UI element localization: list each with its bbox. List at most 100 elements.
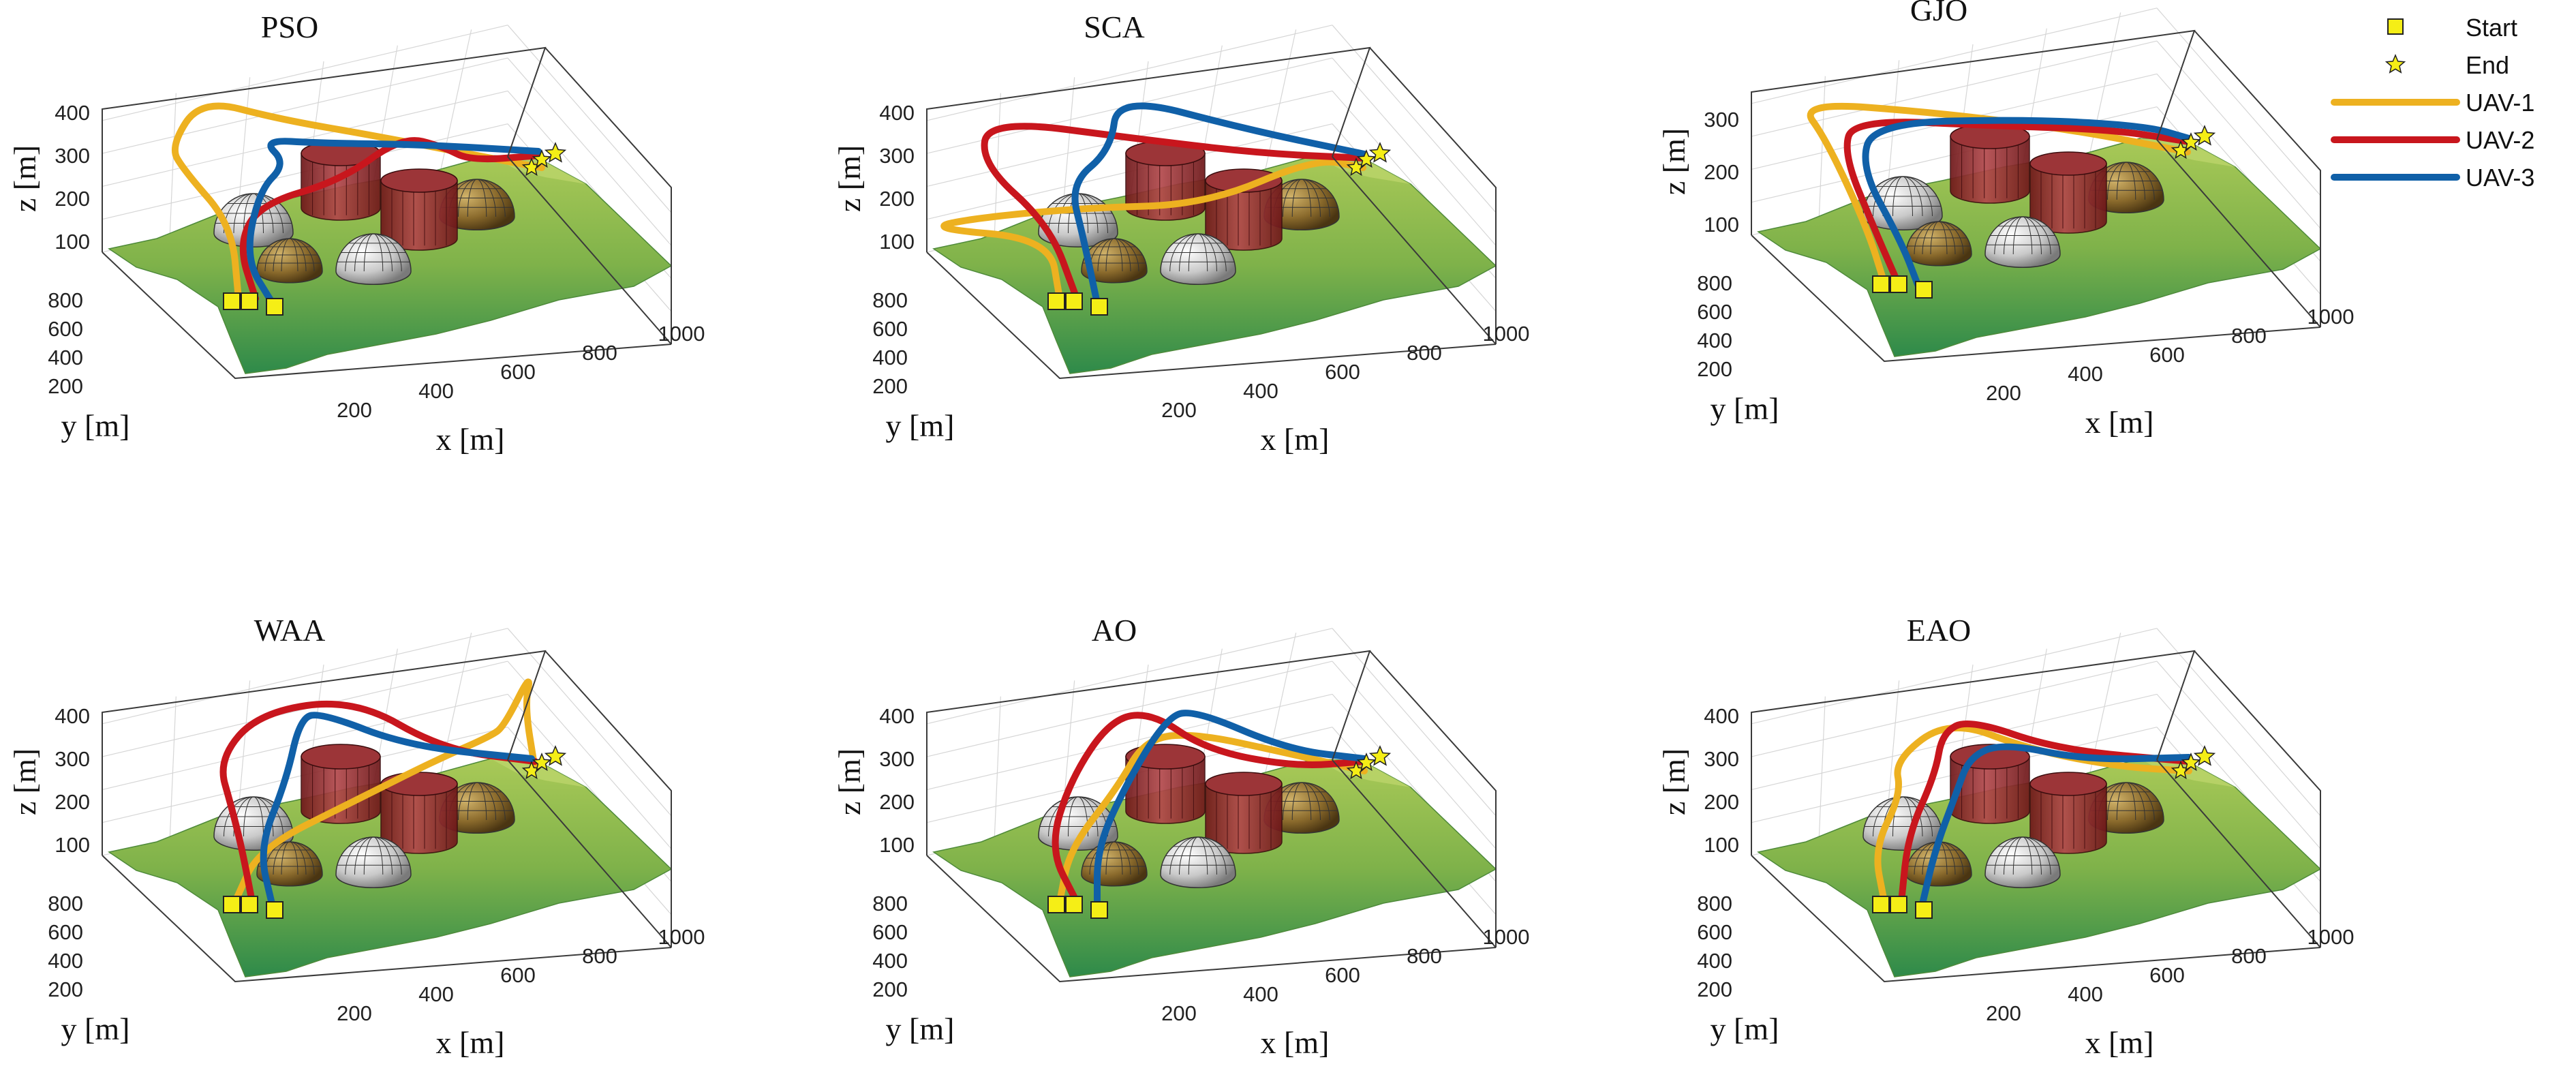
uav-2-path xyxy=(1052,712,1368,905)
legend-entry-end: End xyxy=(2385,51,2509,79)
terrain-peak xyxy=(491,759,586,787)
cylinder-obstacle xyxy=(1205,772,1283,854)
y-tick-label: 800 xyxy=(48,892,83,915)
sphere-obstacle xyxy=(1862,176,1943,231)
end-marker xyxy=(532,753,552,772)
x-tick-label: 600 xyxy=(1325,963,1360,987)
x-tick-label: 400 xyxy=(1243,982,1278,1006)
cylinder-obstacle xyxy=(2029,151,2107,234)
sphere-obstacle xyxy=(1984,836,2061,888)
z-tick-label: 100 xyxy=(879,833,915,857)
x-axis-label: x [m] xyxy=(2085,405,2154,440)
x-tick-label: 200 xyxy=(1986,381,2021,405)
z-tick-label: 200 xyxy=(879,187,915,211)
sphere-obstacle xyxy=(1160,836,1236,888)
z-tick-label: 300 xyxy=(879,144,915,168)
y-axis-label: y [m] xyxy=(1711,1012,1779,1046)
uav-3-path xyxy=(1094,710,1368,910)
y-tick-label: 400 xyxy=(1697,329,1732,352)
z-tick-label: 200 xyxy=(1704,790,1739,814)
z-tick-label: 100 xyxy=(1704,213,1739,237)
sphere-obstacle xyxy=(335,233,412,285)
start-marker xyxy=(1890,896,1907,913)
y-axis-label: y [m] xyxy=(1711,391,1779,426)
uav-2-path xyxy=(981,123,1368,302)
start-marker xyxy=(266,901,283,919)
start-marker xyxy=(1915,281,1933,299)
x-tick-label: 800 xyxy=(1407,341,1442,365)
z-tick-label: 400 xyxy=(879,704,915,728)
uav-2-path xyxy=(1843,119,2192,286)
panel-pso: PSO 100 200 300 400 800 600 400 200 200 400 600 800 1… xyxy=(7,10,705,457)
x-tick-label: 1000 xyxy=(658,925,705,949)
x-tick-label: 1000 xyxy=(1483,322,1530,346)
z-tick-label: 400 xyxy=(55,101,90,125)
y-tick-label: 200 xyxy=(48,977,83,1001)
y-tick-label: 600 xyxy=(48,920,83,944)
sphere-obstacle xyxy=(1081,238,1148,284)
x-tick-label: 1000 xyxy=(2307,925,2355,949)
uav-3-path xyxy=(1071,102,1368,307)
x-axis-label: x [m] xyxy=(1261,422,1330,457)
x-tick-label: 200 xyxy=(1161,1001,1197,1025)
start-marker xyxy=(1047,292,1065,310)
axis-box xyxy=(926,46,1497,380)
axis-box xyxy=(1751,650,2321,983)
x-axis-label: x [m] xyxy=(436,1025,505,1060)
end-marker xyxy=(1356,149,1377,168)
start-marker xyxy=(1090,901,1108,919)
z-tick-label: 300 xyxy=(879,747,915,771)
panel-waa: WAA 100 200 300 400 800 600 400 200 200 400 600 800 1… xyxy=(7,613,705,1060)
legend: Start End UAV-1 UAV-2 UAV-3 xyxy=(2331,14,2534,192)
start-marker xyxy=(241,896,258,913)
sphere-obstacle xyxy=(1984,216,2061,268)
end-marker xyxy=(2181,132,2201,151)
x-axis-label: x [m] xyxy=(1261,1025,1330,1060)
x-axis-label: x [m] xyxy=(436,422,505,457)
y-axis-label: y [m] xyxy=(61,1012,130,1046)
z-axis-label: z [m] xyxy=(832,748,867,815)
legend-entry-uav-3: UAV-3 xyxy=(2331,164,2534,192)
x-tick-label: 1000 xyxy=(2307,305,2355,329)
panel-title: GJO xyxy=(1910,0,1967,27)
panel-title: EAO xyxy=(1907,613,1972,648)
axis-box xyxy=(1751,29,2321,363)
start-marker xyxy=(1065,292,1083,310)
end-marker xyxy=(532,149,552,168)
z-tick-label: 100 xyxy=(55,833,90,857)
x-tick-label: 200 xyxy=(337,1001,372,1025)
panel-eao: EAO 100 200 300 400 800 600 400 200 200 400 600 800 1… xyxy=(1657,613,2354,1060)
x-tick-label: 600 xyxy=(2149,343,2185,367)
panel-sca: SCA 100 200 300 400 800 600 400 200 200 400 600 800 1… xyxy=(832,10,1529,457)
end-marker-icon xyxy=(2385,54,2406,74)
z-tick-label: 400 xyxy=(1704,704,1739,728)
axis-box xyxy=(102,650,672,983)
x-tick-label: 800 xyxy=(2231,324,2267,348)
y-axis-label: y [m] xyxy=(886,408,955,443)
x-tick-label: 600 xyxy=(1325,360,1360,384)
x-tick-label: 400 xyxy=(418,379,454,403)
start-marker xyxy=(223,292,241,310)
sphere-obstacle xyxy=(439,179,515,230)
z-tick-label: 200 xyxy=(55,790,90,814)
sphere-obstacle xyxy=(1160,233,1236,285)
z-axis-label: z [m] xyxy=(1657,748,1691,815)
panel-title: AO xyxy=(1092,613,1137,648)
uav-3-path xyxy=(246,138,542,307)
start-marker xyxy=(1915,901,1933,919)
z-tick-label: 300 xyxy=(1704,108,1739,132)
y-tick-label: 600 xyxy=(872,920,908,944)
uav-2-path xyxy=(1898,720,2192,905)
uav-3-path xyxy=(1918,743,2192,910)
z-axis-label: z [m] xyxy=(7,748,42,815)
start-marker xyxy=(223,896,241,913)
legend-entry-start: Start xyxy=(2387,14,2517,42)
uav-3-path xyxy=(1862,117,2192,290)
z-axis-label: z [m] xyxy=(832,145,867,212)
cylinder-obstacle xyxy=(2029,772,2107,854)
start-marker xyxy=(1090,298,1108,316)
y-tick-label: 800 xyxy=(872,892,908,915)
uav-3-path xyxy=(260,712,535,910)
y-tick-label: 400 xyxy=(872,949,908,973)
x-tick-label: 600 xyxy=(500,360,536,384)
